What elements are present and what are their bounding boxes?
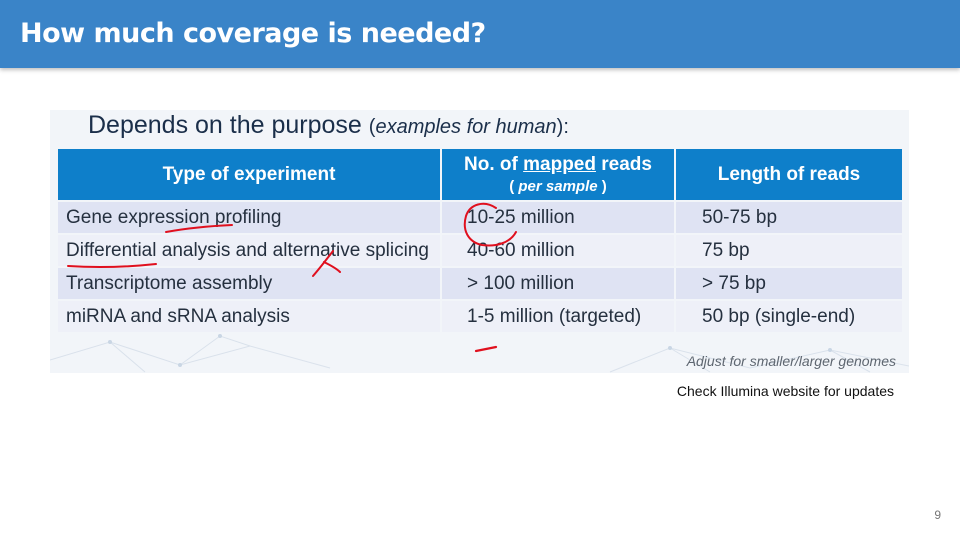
subtitle-paren-open: ( <box>368 116 376 138</box>
slide-title: How much coverage is needed? <box>20 18 486 49</box>
cell-experiment-type: Transcriptome assembly <box>58 268 440 299</box>
subtitle-paren-close: ): <box>556 116 569 138</box>
cell-mapped-reads: 1-5 million (targeted) <box>442 301 674 332</box>
genome-size-footnote: Adjust for smaller/larger genomes <box>686 353 896 369</box>
header-sub-close: ) <box>597 178 607 195</box>
table-row: Gene expression profiling 10-25 million … <box>58 202 902 233</box>
table-header-row: Type of experiment No. of mapped reads (… <box>58 149 902 200</box>
cell-experiment-type: Gene expression profiling <box>58 202 440 233</box>
coverage-table: Type of experiment No. of mapped reads (… <box>56 147 904 334</box>
cell-experiment-type: Differential analysis and alternative sp… <box>58 235 440 266</box>
network-background-decoration <box>50 334 909 373</box>
cell-mapped-reads: 10-25 million <box>442 202 674 233</box>
table-row: Transcriptome assembly > 100 million > 7… <box>58 268 902 299</box>
subtitle-main: Depends on the purpose <box>88 111 362 139</box>
cell-read-length: > 75 bp <box>676 268 902 299</box>
table-image-panel: Depends on the purpose (examples for hum… <box>50 110 909 373</box>
table-row: miRNA and sRNA analysis 1-5 million (tar… <box>58 301 902 332</box>
page-number: 9 <box>934 508 941 522</box>
header-mapped-reads: No. of mapped reads ( per sample ) <box>442 149 674 200</box>
header-reads-underlined: mapped <box>523 154 596 175</box>
subtitle: Depends on the purpose (examples for hum… <box>88 110 569 140</box>
header-sub-open: ( <box>509 178 519 195</box>
cell-mapped-reads: 40-60 million <box>442 235 674 266</box>
header-sub-italic: per sample <box>518 178 598 195</box>
cell-read-length: 50-75 bp <box>676 202 902 233</box>
illumina-update-note: Check Illumina website for updates <box>676 383 894 399</box>
header-reads-prefix: No. of <box>464 154 524 175</box>
header-type-of-experiment: Type of experiment <box>58 149 440 200</box>
subtitle-italic: examples for human <box>375 116 557 138</box>
cell-read-length: 50 bp (single-end) <box>676 301 902 332</box>
cell-mapped-reads: > 100 million <box>442 268 674 299</box>
cell-experiment-type: miRNA and sRNA analysis <box>58 301 440 332</box>
header-length-of-reads: Length of reads <box>676 149 902 200</box>
header-reads-suffix: reads <box>595 154 652 175</box>
table-row: Differential analysis and alternative sp… <box>58 235 902 266</box>
cell-read-length: 75 bp <box>676 235 902 266</box>
title-bar: How much coverage is needed? <box>0 0 960 68</box>
